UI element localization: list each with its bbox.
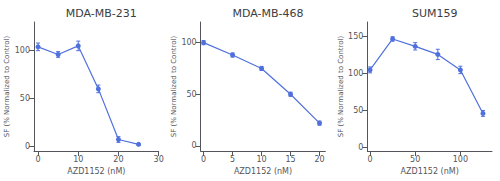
svg-text:50: 50 <box>20 94 30 103</box>
svg-text:0: 0 <box>192 141 197 150</box>
svg-text:20: 20 <box>314 155 324 164</box>
svg-text:5: 5 <box>230 155 235 164</box>
svg-text:0: 0 <box>35 155 40 164</box>
svg-text:SUM159: SUM159 <box>412 7 458 20</box>
svg-text:AZD1152 (nM): AZD1152 (nM) <box>401 167 459 176</box>
svg-text:AZD1152 (nM): AZD1152 (nM) <box>234 167 292 176</box>
svg-text:50: 50 <box>410 155 420 164</box>
svg-text:50: 50 <box>186 90 196 99</box>
svg-text:150: 150 <box>348 32 363 41</box>
svg-text:100: 100 <box>453 155 468 164</box>
svg-text:100: 100 <box>348 69 363 78</box>
svg-text:SF (% Normalized to Control): SF (% Normalized to Control) <box>170 35 178 137</box>
svg-text:SF (% Normalized to Control): SF (% Normalized to Control) <box>3 35 11 137</box>
svg-text:10: 10 <box>256 155 266 164</box>
svg-text:20: 20 <box>113 155 123 164</box>
svg-text:SF (% Normalized to Control): SF (% Normalized to Control) <box>337 35 345 137</box>
svg-text:0: 0 <box>358 143 363 152</box>
svg-text:0: 0 <box>201 155 206 164</box>
svg-text:50: 50 <box>353 106 363 115</box>
svg-text:100: 100 <box>181 38 196 47</box>
svg-text:10: 10 <box>73 155 83 164</box>
svg-text:30: 30 <box>154 155 164 164</box>
svg-text:0: 0 <box>367 155 372 164</box>
svg-text:15: 15 <box>285 155 295 164</box>
svg-text:AZD1152 (nM): AZD1152 (nM) <box>67 167 125 176</box>
svg-text:MDA-MB-468: MDA-MB-468 <box>232 7 303 20</box>
svg-text:MDA-MB-231: MDA-MB-231 <box>66 7 137 20</box>
svg-text:0: 0 <box>25 142 30 151</box>
svg-text:100: 100 <box>15 46 30 55</box>
